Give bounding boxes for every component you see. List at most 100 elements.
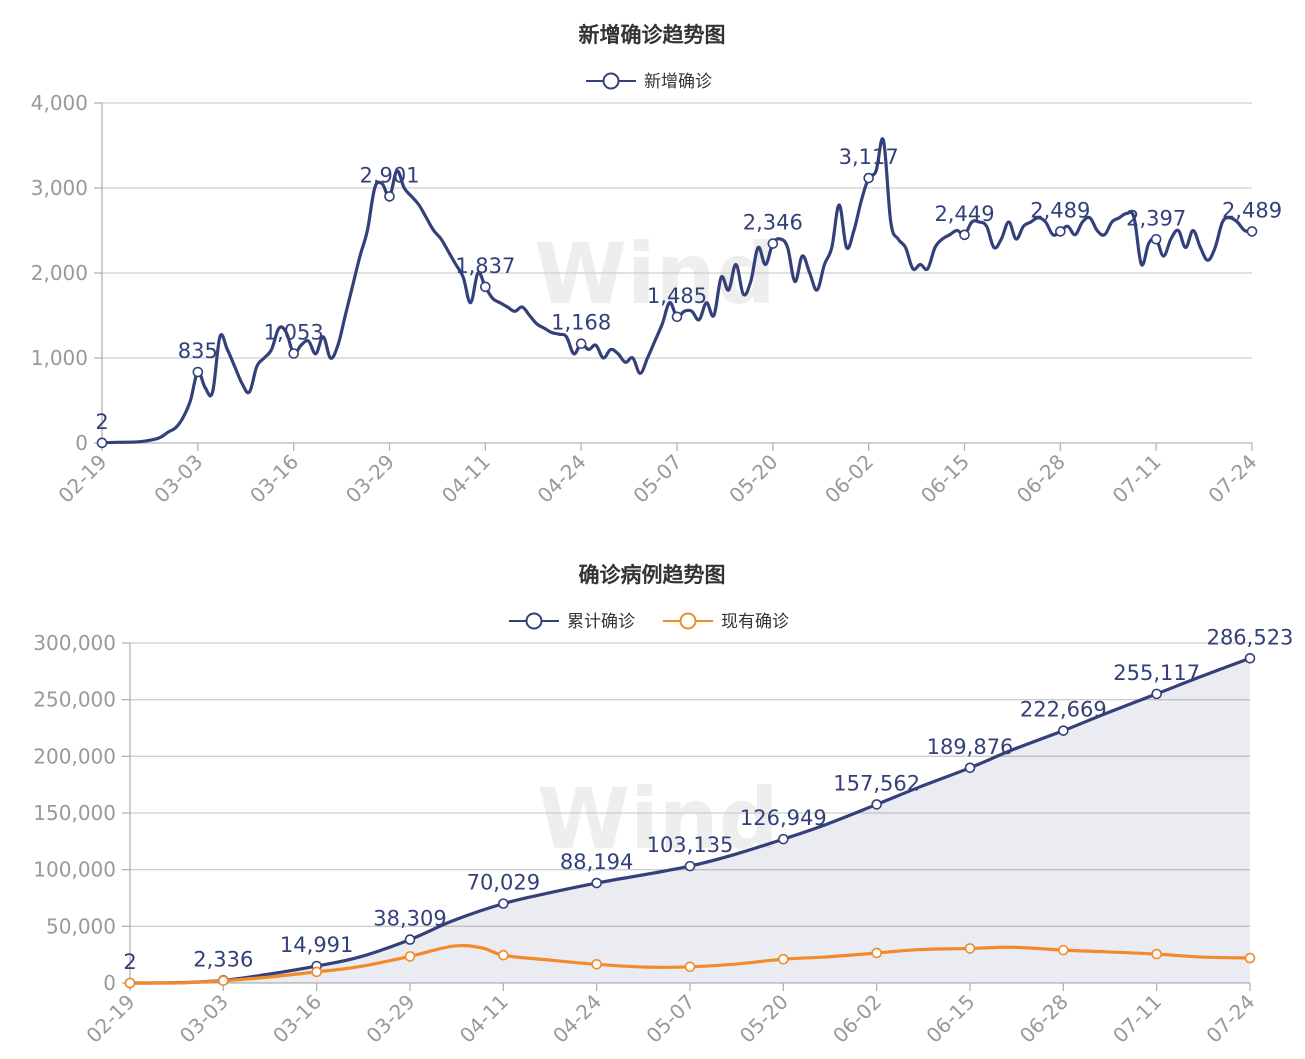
- data-point: [192, 366, 204, 378]
- data-point: [124, 977, 136, 989]
- data-point: [591, 958, 602, 970]
- data-point: [498, 949, 509, 961]
- data-point: [575, 338, 587, 350]
- data-label: 1,485: [647, 284, 707, 308]
- data-point: [1244, 652, 1256, 664]
- data-label: 3,117: [839, 145, 899, 169]
- x-tick-label: 06-15: [916, 450, 974, 508]
- x-tick-label: 04-11: [455, 990, 513, 1048]
- data-label: 222,669: [1020, 698, 1107, 722]
- data-label: 2,489: [1222, 198, 1282, 222]
- y-tick-label: 50,000: [46, 914, 116, 938]
- x-tick-label: 03-03: [149, 450, 207, 508]
- y-tick-label: 100,000: [33, 858, 116, 882]
- data-point: [767, 238, 779, 249]
- x-tick-label: 02-19: [53, 450, 111, 508]
- y-tick-label: 0: [103, 971, 116, 995]
- series-group: 2 2,336 14,991 38,309 70,029 88,194 103,135126…: [123, 625, 1294, 989]
- data-point: [1055, 226, 1066, 237]
- data-point: [1058, 725, 1069, 736]
- data-label: 2: [95, 410, 108, 434]
- data-label: 189,876: [927, 735, 1014, 759]
- x-tick-label: 03-29: [341, 450, 399, 508]
- data-point: [591, 877, 602, 889]
- data-label: 103,135: [647, 833, 734, 857]
- data-label: 2,336: [193, 947, 253, 971]
- data-label: 1,053: [264, 320, 324, 344]
- data-point: [1058, 944, 1069, 956]
- x-axis: 02-19 03-03 03-16 03-29 04-11 04-24 05-07 05-20…: [53, 442, 1262, 508]
- data-point: [218, 975, 229, 987]
- x-tick-label: 07-11: [1108, 450, 1166, 508]
- x-tick-label: 03-16: [245, 450, 303, 508]
- legend-marker-icon: [602, 72, 620, 90]
- x-tick-label: 06-28: [1012, 450, 1070, 508]
- data-point: [288, 348, 299, 359]
- legend: 新增确诊: [586, 72, 712, 92]
- data-label: 88,194: [560, 850, 633, 874]
- x-tick-label: 04-24: [548, 990, 606, 1048]
- data-point: [778, 833, 789, 845]
- data-point: [964, 943, 976, 954]
- watermark-text: Wind: [534, 225, 775, 323]
- legend-label: 现有确诊: [721, 612, 789, 632]
- legend-label: 新增确诊: [644, 72, 712, 92]
- data-point: [684, 961, 696, 973]
- y-axis: 0 1,000 2,000 3,000 4,000: [31, 91, 1252, 455]
- series-group: 2 835 1,053 2,901 1,837 1,168 1,485 2,346 3,117 2…: [95, 137, 1282, 449]
- data-label: 2,901: [359, 163, 419, 187]
- chart-title: 新增确诊趋势图: [579, 23, 726, 47]
- data-point: [404, 934, 416, 945]
- y-tick-label: 250,000: [33, 688, 116, 712]
- data-label: 2: [123, 950, 136, 974]
- data-point: [480, 281, 491, 293]
- data-point: [684, 860, 696, 872]
- series-area-1: [130, 658, 1250, 983]
- data-label: 2,346: [743, 211, 803, 235]
- data-label: 70,029: [467, 871, 540, 895]
- x-tick-label: 03-16: [268, 990, 326, 1048]
- series-line-1: [100, 137, 1254, 445]
- y-tick-label: 3,000: [31, 176, 88, 200]
- data-point: [1244, 952, 1256, 964]
- legend: 累计确诊 现有确诊: [509, 612, 789, 632]
- x-tick-label: 05-20: [735, 990, 793, 1048]
- x-tick-label: 02-19: [81, 990, 139, 1048]
- x-tick-label: 05-07: [628, 450, 686, 508]
- legend-item-1: 新增确诊: [586, 72, 712, 92]
- x-tick-label: 06-02: [820, 450, 878, 508]
- legend-marker-icon: [525, 612, 543, 630]
- data-point: [404, 951, 416, 962]
- x-tick-label: 05-20: [724, 450, 782, 508]
- data-label: 2,397: [1126, 206, 1186, 230]
- y-tick-label: 150,000: [33, 801, 116, 825]
- data-point: [1150, 233, 1162, 245]
- data-point: [964, 762, 976, 774]
- data-point: [863, 172, 874, 184]
- data-label: 14,991: [280, 933, 353, 957]
- data-label: 157,562: [833, 771, 920, 795]
- x-tick-label: 07-24: [1201, 990, 1259, 1048]
- data-point: [1151, 948, 1162, 960]
- data-label: 255,117: [1113, 661, 1200, 685]
- data-label: 835: [178, 339, 218, 363]
- x-tick-label: 07-24: [1203, 450, 1261, 508]
- data-label: 1,168: [551, 311, 611, 335]
- data-label: 286,523: [1207, 625, 1294, 649]
- x-tick-label: 05-07: [641, 990, 699, 1048]
- x-tick-label: 03-29: [361, 990, 419, 1048]
- data-point: [1151, 688, 1162, 700]
- data-point: [871, 947, 882, 959]
- y-tick-label: 300,000: [33, 631, 116, 655]
- x-tick-label: 06-15: [921, 990, 979, 1048]
- y-tick-label: 2,000: [31, 261, 88, 285]
- legend-item-2: 现有确诊: [663, 612, 789, 632]
- x-tick-label: 04-24: [533, 450, 591, 508]
- data-label: 2,489: [1030, 198, 1090, 222]
- y-axis: 0 50,000 100,000 150,000 200,000 250,000 300,0…: [33, 631, 1250, 995]
- watermark-text: Wind: [537, 770, 778, 868]
